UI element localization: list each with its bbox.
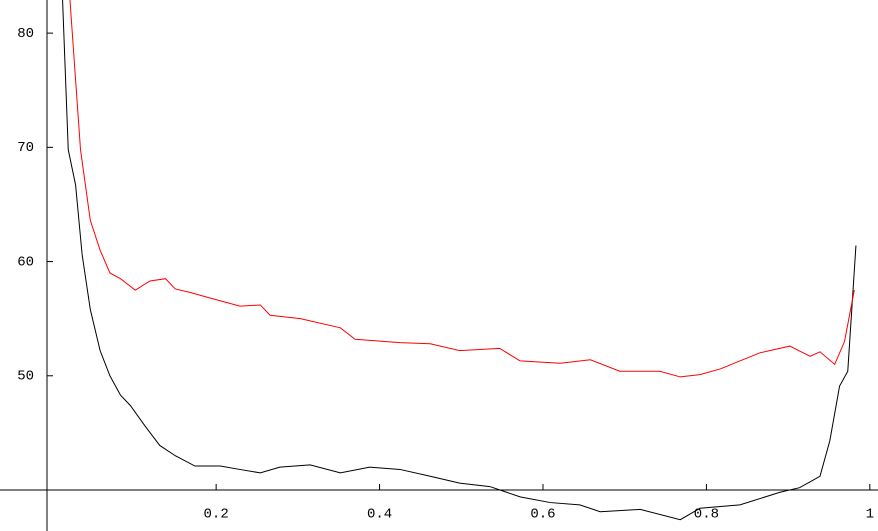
x-tick-label: 0.2 — [204, 507, 229, 523]
x-tick-label: 1 — [866, 507, 874, 523]
line-series — [69, 0, 855, 378]
x-tick-label: 0.6 — [530, 507, 555, 523]
y-tick-label: 50 — [17, 368, 34, 384]
x-tick-label: 0.4 — [367, 507, 392, 523]
y-tick-label: 80 — [17, 26, 34, 42]
line-series — [62, 0, 857, 521]
y-tick-label: 70 — [17, 140, 34, 156]
y-tick-label: 60 — [17, 254, 34, 270]
x-tick-label: 0.8 — [694, 507, 719, 523]
